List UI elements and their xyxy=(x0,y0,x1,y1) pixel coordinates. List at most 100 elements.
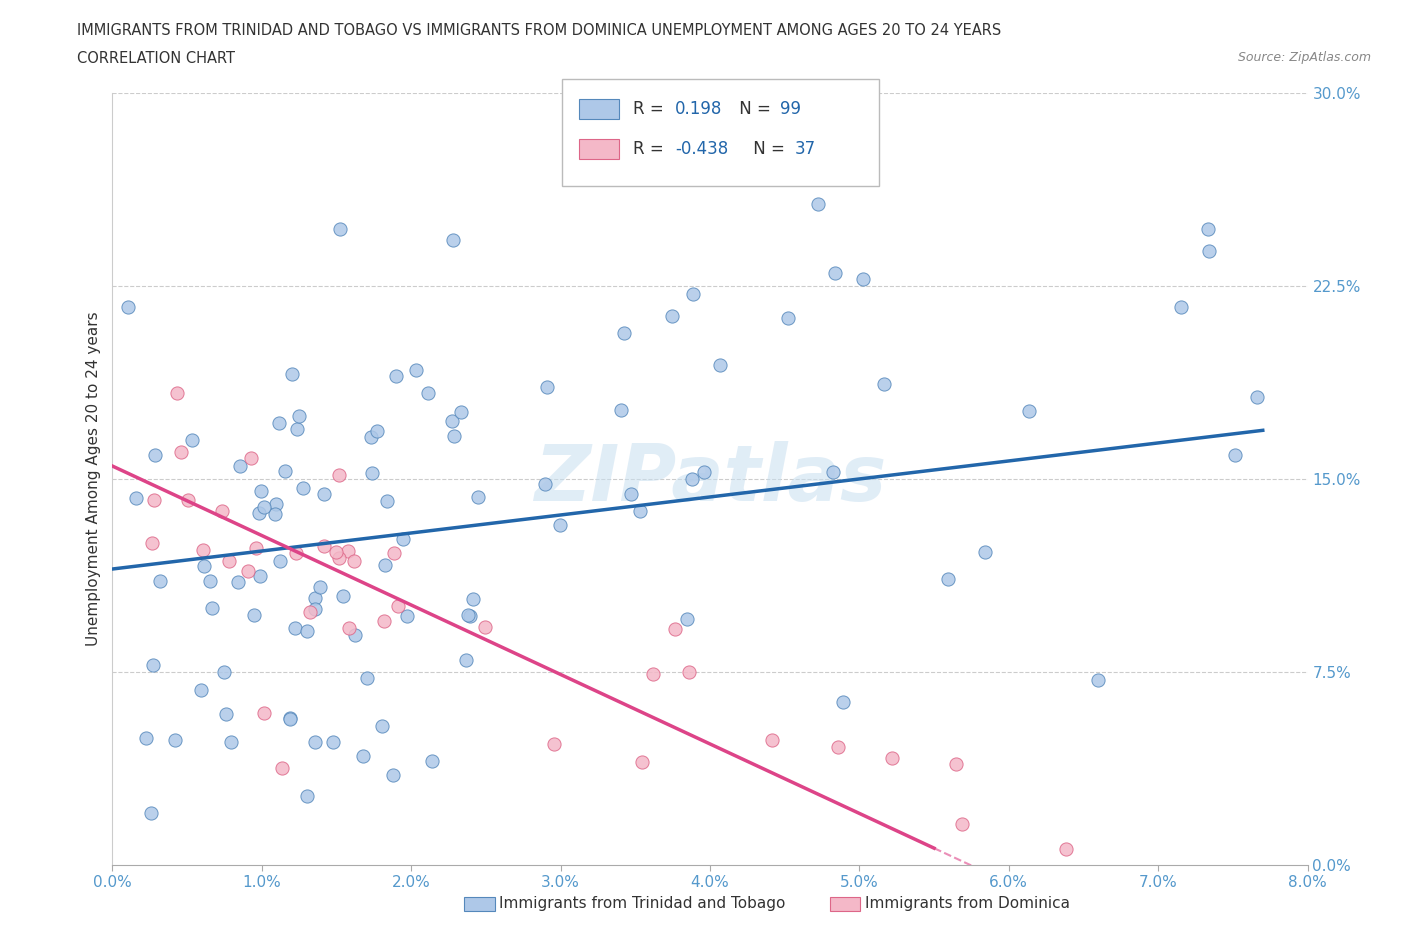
Point xyxy=(328,467,350,482)
Point xyxy=(117,300,139,315)
Point xyxy=(284,621,307,636)
Point xyxy=(620,486,643,501)
Text: 0.198: 0.198 xyxy=(675,100,723,118)
Point xyxy=(304,591,326,606)
Point xyxy=(392,531,415,546)
Point xyxy=(823,464,845,479)
Point xyxy=(215,707,238,722)
Point xyxy=(243,608,266,623)
Point xyxy=(852,272,875,286)
Point xyxy=(1198,244,1220,259)
Point xyxy=(973,545,995,560)
Text: N =: N = xyxy=(734,100,776,118)
Point xyxy=(245,540,267,555)
Point xyxy=(322,735,344,750)
Point xyxy=(443,429,465,444)
Point xyxy=(1054,841,1077,856)
Point xyxy=(675,611,697,626)
Point xyxy=(609,403,631,418)
Point xyxy=(170,445,193,459)
Point xyxy=(141,536,163,551)
Point xyxy=(343,553,366,568)
Text: IMMIGRANTS FROM TRINIDAD AND TOBAGO VS IMMIGRANTS FROM DOMINICA UNEMPLOYMENT AMO: IMMIGRANTS FROM TRINIDAD AND TOBAGO VS I… xyxy=(77,23,1001,38)
Point xyxy=(304,735,326,750)
Point xyxy=(309,579,332,594)
Point xyxy=(142,493,165,508)
Point xyxy=(253,706,276,721)
Point xyxy=(247,505,270,520)
Point xyxy=(661,309,683,324)
Point xyxy=(831,695,853,710)
Point xyxy=(181,432,204,447)
Text: 99: 99 xyxy=(780,100,801,118)
Point xyxy=(385,368,408,383)
Point xyxy=(456,653,478,668)
Point xyxy=(778,311,800,325)
Point xyxy=(250,484,273,498)
Point xyxy=(396,609,419,624)
Point xyxy=(1018,404,1040,418)
Point xyxy=(312,486,335,501)
Text: Immigrants from Trinidad and Tobago: Immigrants from Trinidad and Tobago xyxy=(499,897,786,911)
Point xyxy=(457,608,479,623)
Point xyxy=(681,472,703,486)
Point xyxy=(219,735,242,750)
Point xyxy=(807,196,830,211)
Point xyxy=(218,553,240,568)
Point xyxy=(613,326,636,340)
Point xyxy=(374,558,396,573)
Point xyxy=(441,414,464,429)
Point xyxy=(298,604,321,619)
Point xyxy=(441,232,464,247)
Point xyxy=(709,358,731,373)
Point xyxy=(193,559,215,574)
Point xyxy=(827,740,849,755)
Point xyxy=(238,564,260,578)
Point xyxy=(212,665,235,680)
Point xyxy=(375,494,398,509)
Point xyxy=(405,363,427,378)
Point xyxy=(229,458,252,473)
Point xyxy=(166,386,188,401)
Point xyxy=(125,490,148,505)
Point xyxy=(278,711,301,725)
Text: -0.438: -0.438 xyxy=(675,140,728,158)
Point xyxy=(287,408,309,423)
Point xyxy=(366,424,388,439)
Point xyxy=(264,507,287,522)
Point xyxy=(463,591,485,606)
Point xyxy=(139,806,162,821)
Point xyxy=(872,377,894,392)
Point xyxy=(352,748,374,763)
Text: R =: R = xyxy=(633,100,669,118)
Text: ZIPatlas: ZIPatlas xyxy=(534,441,886,517)
Point xyxy=(628,503,651,518)
Point xyxy=(1087,672,1109,687)
Point xyxy=(387,599,409,614)
Text: N =: N = xyxy=(748,140,790,158)
Point xyxy=(201,601,224,616)
Point xyxy=(295,789,318,804)
Point xyxy=(285,421,308,436)
Point xyxy=(304,601,326,616)
Point xyxy=(356,671,378,685)
Point xyxy=(325,544,347,559)
Point xyxy=(536,379,558,394)
Point xyxy=(360,430,382,445)
Point xyxy=(664,622,686,637)
Point xyxy=(193,543,215,558)
Point xyxy=(273,464,295,479)
Point xyxy=(1170,299,1192,314)
Point xyxy=(264,496,287,511)
Point xyxy=(278,711,301,726)
Point xyxy=(373,614,395,629)
Point xyxy=(420,753,443,768)
Point xyxy=(1223,447,1246,462)
Point xyxy=(945,757,967,772)
Point xyxy=(149,574,172,589)
Point xyxy=(165,733,187,748)
Point xyxy=(295,623,318,638)
Point xyxy=(682,286,704,301)
Point xyxy=(880,751,903,765)
Point xyxy=(143,448,166,463)
